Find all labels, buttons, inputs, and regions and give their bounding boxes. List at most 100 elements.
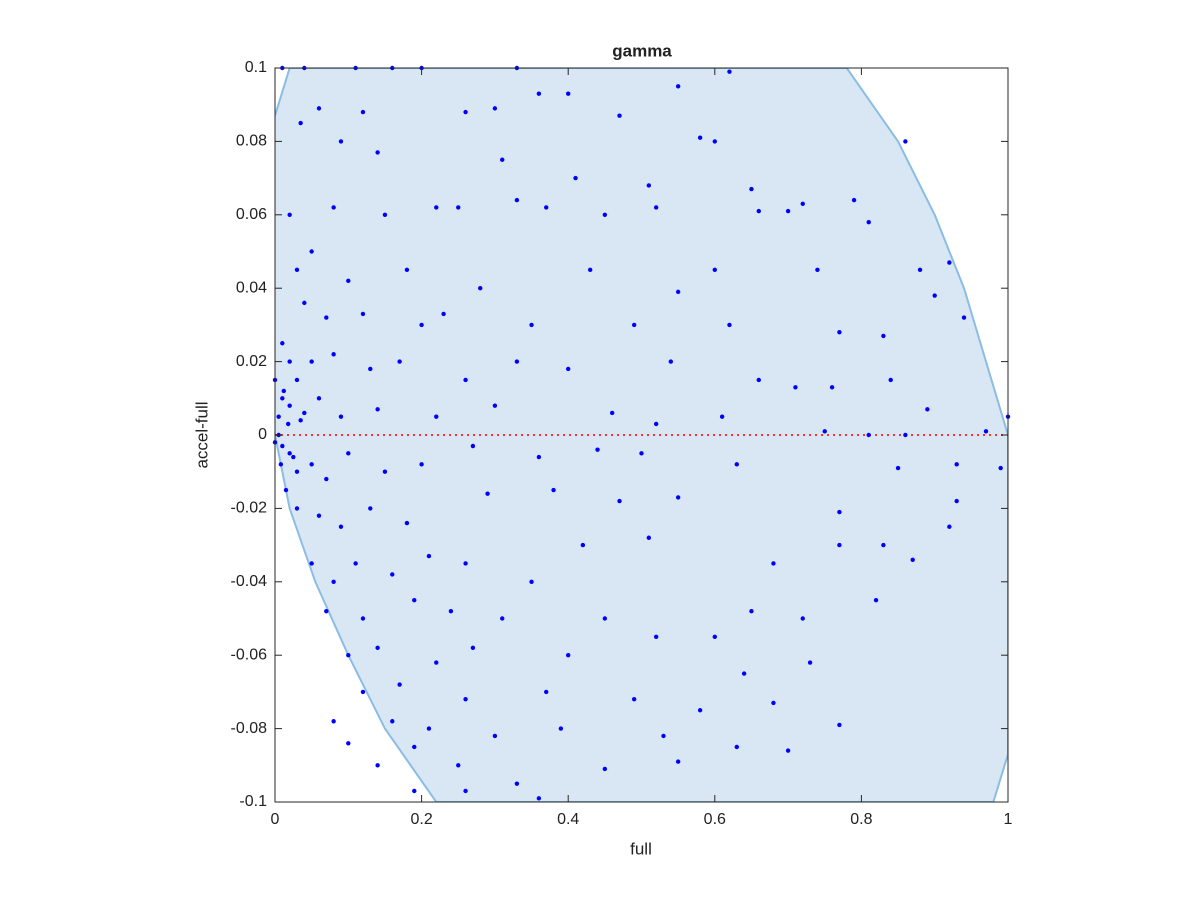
point [675, 289, 681, 295]
point [360, 311, 366, 317]
point [280, 341, 285, 346]
point [375, 407, 380, 412]
point [712, 267, 717, 273]
point [675, 84, 681, 89]
point [390, 719, 395, 724]
point [353, 561, 358, 566]
point [544, 205, 549, 210]
point [360, 616, 366, 621]
point [412, 744, 417, 750]
point [558, 726, 564, 731]
point [280, 396, 285, 401]
point [309, 359, 314, 364]
point [829, 385, 835, 390]
point [281, 388, 286, 394]
point [492, 106, 498, 111]
point [294, 377, 300, 383]
point [815, 267, 820, 273]
point [536, 91, 542, 96]
point [331, 719, 336, 724]
point [668, 359, 674, 364]
point [463, 561, 468, 566]
point [837, 330, 842, 335]
point [903, 432, 908, 438]
point [983, 429, 989, 434]
x-tick-label: 0.8 [850, 811, 872, 828]
point [419, 462, 424, 467]
point [734, 744, 739, 750]
point [470, 645, 476, 651]
point [287, 451, 292, 456]
point [954, 498, 959, 504]
point [609, 410, 615, 416]
point [404, 267, 410, 273]
point [771, 561, 776, 566]
point [368, 506, 373, 511]
point [287, 403, 292, 408]
point [324, 315, 329, 320]
point [426, 553, 432, 559]
point [910, 557, 915, 562]
point [749, 186, 754, 192]
point [551, 487, 556, 493]
point [866, 219, 871, 225]
point [727, 69, 732, 74]
point [278, 462, 284, 467]
point [463, 377, 468, 383]
point [287, 359, 292, 364]
point [536, 796, 542, 801]
point [500, 157, 505, 162]
point [434, 205, 439, 210]
point [485, 491, 490, 496]
point [646, 535, 652, 540]
point [793, 385, 798, 390]
point [881, 333, 886, 339]
point [346, 653, 351, 658]
point [631, 697, 637, 702]
point [382, 212, 388, 217]
x-tick-label: 0.6 [704, 811, 726, 828]
point [566, 366, 571, 372]
point [998, 465, 1003, 471]
point [587, 267, 593, 273]
point [602, 616, 608, 621]
y-tick-label: 0.1 [245, 59, 267, 76]
point [360, 689, 366, 695]
point [602, 766, 608, 772]
y-tick-label: 0.02 [236, 353, 267, 370]
point [697, 708, 703, 713]
point [316, 106, 322, 111]
point [375, 645, 380, 651]
point [434, 414, 439, 419]
point [866, 432, 871, 438]
point [298, 418, 303, 423]
point [346, 741, 351, 746]
point [514, 197, 520, 203]
point [470, 443, 476, 449]
point [375, 150, 380, 155]
point [338, 524, 344, 529]
point [492, 733, 498, 739]
point [338, 414, 344, 419]
x-tick-label: 0.2 [410, 811, 432, 828]
region-edge [275, 68, 1008, 802]
point [954, 462, 959, 467]
point [324, 608, 329, 614]
point [653, 205, 659, 210]
point [873, 597, 879, 603]
point [397, 682, 402, 687]
point [294, 469, 300, 474]
point [283, 487, 289, 493]
point [573, 175, 578, 181]
point [631, 322, 637, 328]
point [309, 249, 314, 254]
point [294, 267, 300, 273]
point [837, 722, 842, 728]
y-tick-label: -0.02 [231, 500, 268, 517]
point [338, 139, 344, 144]
point [837, 542, 842, 548]
point [331, 352, 336, 357]
point [316, 396, 322, 401]
